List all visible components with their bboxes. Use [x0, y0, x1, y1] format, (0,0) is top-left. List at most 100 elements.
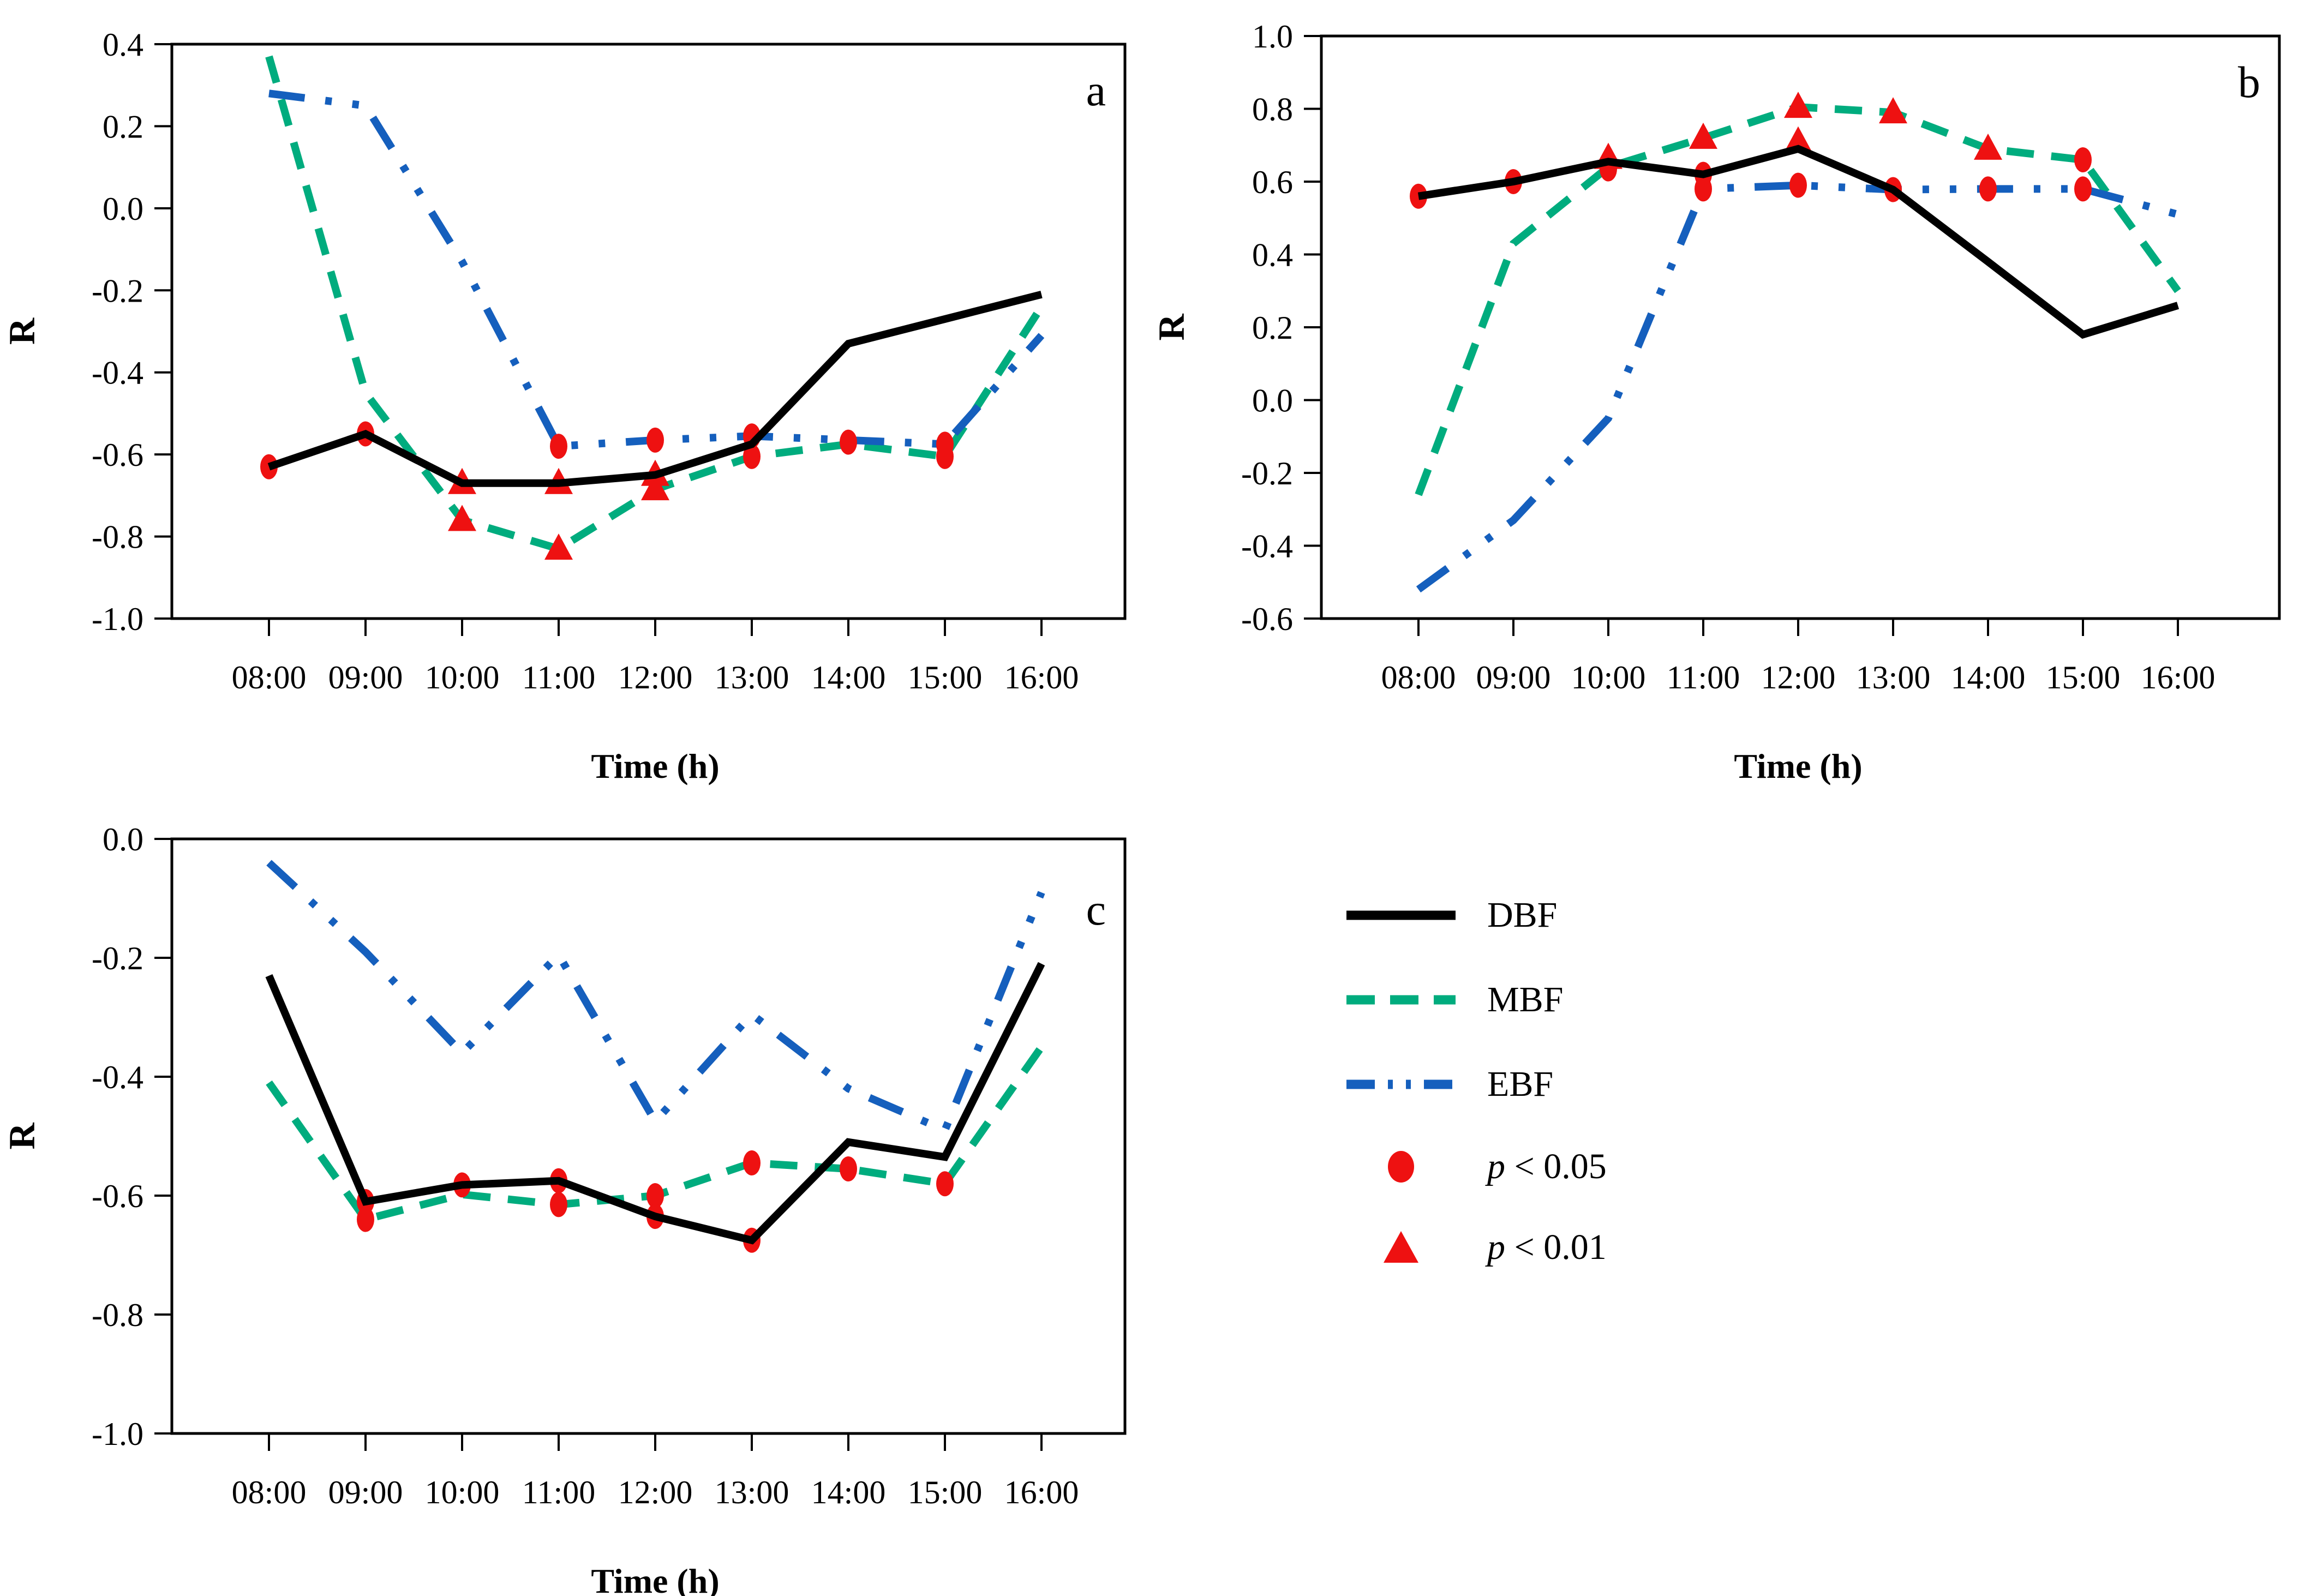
x-tick-label: 16:00	[2141, 659, 2216, 695]
x-tick-label: 11:00	[522, 659, 595, 695]
series-line-mbf-panel-b	[1415, 103, 2181, 496]
y-tick-label: -1.0	[92, 601, 143, 637]
marker-circle-p005	[743, 1150, 761, 1176]
y-tick-label: -0.4	[1241, 529, 1293, 565]
legend-item-p001: p < 0.01	[1343, 1207, 1607, 1288]
y-axis-title: R	[1, 317, 43, 345]
marker-circle-p005	[550, 1192, 567, 1217]
mbf-line-sample-icon	[1346, 995, 1456, 1004]
marker-triangle-p001	[448, 505, 476, 531]
panel-c: 0.0 -0.2 -0.4 -0.6 -0.8 -1.0 08:00 09:00 10:00 11…	[1, 821, 1127, 1596]
marker-circle-p005	[936, 443, 954, 469]
marker-circle-p005	[743, 443, 761, 469]
dbf-line-sample-icon	[1346, 910, 1456, 920]
marker-circle-p005	[1695, 176, 1712, 202]
marker-triangle-p001	[1974, 133, 2002, 160]
marker-circle-p005	[1979, 176, 1997, 202]
y-tick-label: -0.4	[92, 355, 143, 391]
marker-triangle-p001	[641, 474, 669, 501]
legend-item-mbf: MBF	[1343, 957, 1607, 1042]
x-tick-label: 16:00	[1004, 659, 1079, 695]
x-tick-label: 11:00	[1667, 659, 1740, 695]
y-tick-label: 0.4	[1252, 237, 1293, 273]
panel-c-frame	[170, 837, 1127, 1435]
x-tick-label: 10:00	[425, 659, 500, 695]
legend-label-ebf: EBF	[1487, 1064, 1554, 1104]
p005-circle-icon	[1388, 1151, 1414, 1183]
x-tick-label: 14:00	[811, 1474, 886, 1510]
x-tick-label: 16:00	[1004, 1474, 1079, 1510]
x-tick-label: 14:00	[811, 659, 886, 695]
x-tick-label: 11:00	[522, 1474, 595, 1510]
y-tick-label: -0.8	[92, 519, 143, 555]
x-axis-title: Time (h)	[591, 747, 719, 785]
x-tick-label: 12:00	[618, 659, 693, 695]
legend-label-mbf: MBF	[1487, 979, 1564, 1019]
x-tick-label: 12:00	[618, 1474, 693, 1510]
x-tick-label: 15:00	[2046, 659, 2121, 695]
p001-threshold: < 0.01	[1505, 1227, 1607, 1267]
x-tick-label: 13:00	[715, 659, 789, 695]
legend-label-dbf: DBF	[1487, 895, 1558, 935]
y-axis-title: R	[1151, 314, 1192, 341]
marker-circle-p005	[550, 434, 567, 459]
marker-triangle-p001	[1689, 122, 1717, 149]
x-tick-label: 09:00	[328, 659, 403, 695]
legend: DBF MBF EBF p < 0.05 p < 0.01	[1343, 873, 1607, 1288]
marker-circle-p005	[2074, 147, 2092, 172]
y-tick-label: -0.6	[92, 437, 143, 473]
legend-item-dbf: DBF	[1343, 873, 1607, 957]
p-italic: p	[1487, 1147, 1505, 1186]
y-tick-label: 0.2	[103, 109, 143, 145]
x-tick-label: 09:00	[1476, 659, 1551, 695]
panel-b-frame	[1320, 34, 2281, 620]
x-tick-label: 12:00	[1761, 659, 1836, 695]
y-tick-label: 0.4	[103, 27, 143, 63]
y-tick-label: -0.6	[1241, 601, 1293, 637]
series-line-ebf-panel-a	[268, 89, 1045, 451]
y-tick-label: 0.0	[103, 191, 143, 227]
y-tick-label: -1.0	[92, 1416, 143, 1452]
x-tick-label: 08:00	[232, 659, 307, 695]
legend-item-p005: p < 0.05	[1343, 1126, 1607, 1207]
x-tick-label: 08:00	[1381, 659, 1456, 695]
x-tick-label: 13:00	[1856, 659, 1931, 695]
marker-circle-p005	[646, 1183, 664, 1208]
legend-label-p001: p < 0.01	[1487, 1227, 1607, 1268]
series-line-dbf-panel-a	[267, 291, 1043, 487]
marker-circle-p005	[2074, 176, 2092, 202]
x-tick-label: 08:00	[232, 1474, 307, 1510]
y-axis-title: R	[1, 1123, 43, 1150]
x-tick-label: 10:00	[1571, 659, 1646, 695]
p001-triangle-icon	[1384, 1231, 1418, 1263]
marker-circle-p005	[357, 1207, 374, 1232]
panel-a-frame	[170, 43, 1127, 620]
panel-letter-b: b	[2238, 57, 2260, 107]
y-tick-label: -0.2	[92, 273, 143, 309]
marker-circle-p005	[646, 427, 664, 453]
marker-triangle-p001	[1784, 92, 1812, 118]
marker-circle-p005	[936, 1171, 954, 1197]
panel-a: 0.4 0.2 0.0 -0.2 -0.4 -0.6 -0.8 -1.0 08:00 09:00 1…	[1, 27, 1127, 785]
p005-threshold: < 0.05	[1505, 1147, 1607, 1186]
red-circle-icon	[1388, 1151, 1414, 1183]
y-tick-label: -0.4	[92, 1059, 143, 1095]
marker-circle-p005	[840, 429, 857, 455]
y-tick-label: 0.0	[1252, 383, 1293, 419]
marker-triangle-p001	[1784, 126, 1812, 153]
x-tick-label: 15:00	[908, 659, 983, 695]
x-tick-label: 14:00	[1951, 659, 2026, 695]
ebf-line-sample-icon	[1346, 1079, 1456, 1089]
series-line-ebf-panel-b	[1416, 181, 2179, 593]
y-tick-label: 0.6	[1252, 164, 1293, 200]
marker-circle-p005	[840, 1156, 857, 1181]
x-tick-label: 15:00	[908, 1474, 983, 1510]
y-tick-label: 1.0	[1252, 19, 1293, 55]
x-tick-label: 09:00	[328, 1474, 403, 1510]
x-tick-label: 10:00	[425, 1474, 500, 1510]
series-line-dbf-panel-b	[1417, 145, 2180, 339]
y-tick-label: -0.8	[92, 1297, 143, 1333]
panel-b: 1.0 0.8 0.6 0.4 0.2 0.0 -0.2 -0.4 -0.6 08:00 09:00…	[1151, 19, 2281, 785]
